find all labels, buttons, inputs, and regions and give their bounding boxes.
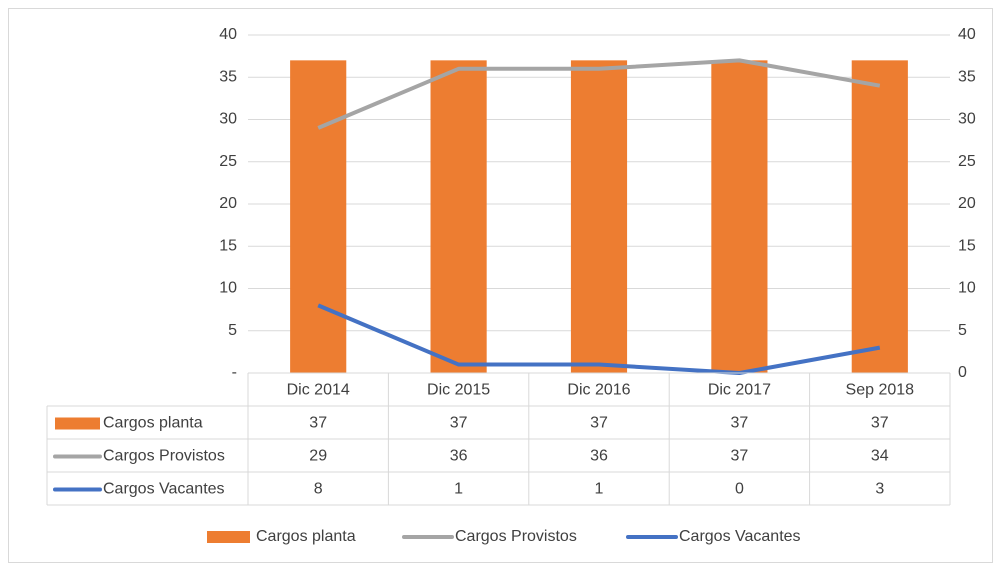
chart-border: [8, 8, 993, 563]
y-tick-label: 25: [219, 153, 237, 170]
table-row-label: Cargos Vacantes: [103, 481, 225, 498]
y2-tick-label: 15: [958, 237, 976, 254]
y-tick-label: 10: [219, 280, 237, 297]
y2-tick-label: 10: [958, 280, 976, 297]
y2-tick-label: 20: [958, 195, 976, 212]
table-cell: 8: [314, 481, 323, 498]
line-series: [317, 303, 881, 375]
y-tick-label: 40: [219, 26, 237, 43]
legend-label: Cargos Vacantes: [679, 528, 801, 545]
y-tick-label: 30: [219, 111, 237, 128]
bar: [851, 60, 908, 373]
table-cell: 37: [309, 415, 327, 432]
y2-tick-label: 35: [958, 68, 976, 85]
table-cell: 3: [875, 481, 884, 498]
line-series: [317, 58, 881, 130]
y2-tick-label: 5: [958, 322, 967, 339]
x-tick-label: Dic 2017: [708, 382, 771, 399]
y-tick-label: 35: [219, 68, 237, 85]
table-cell: 37: [731, 448, 749, 465]
table-cell: 37: [450, 415, 468, 432]
legend-key: [55, 417, 100, 430]
y2-tick-label: 30: [958, 111, 976, 128]
table-cell: 36: [450, 448, 468, 465]
y2-tick-label: 25: [958, 153, 976, 170]
bar: [430, 60, 487, 373]
y-tick-label: 5: [228, 322, 237, 339]
table-cell: 37: [871, 415, 889, 432]
bar: [570, 60, 628, 373]
table-cell: 37: [731, 415, 749, 432]
table-cell: 1: [454, 481, 463, 498]
table-cell: 29: [309, 448, 327, 465]
bar: [711, 60, 768, 373]
table-cell: 36: [590, 448, 608, 465]
table-row-label: Cargos planta: [103, 415, 203, 432]
table-cell: 1: [595, 481, 604, 498]
y-tick-label: 15: [219, 237, 237, 254]
table-cell: 34: [871, 448, 889, 465]
y-tick-label: -: [232, 364, 237, 381]
x-tick-label: Dic 2016: [567, 382, 630, 399]
table-cell: 0: [735, 481, 744, 498]
x-tick-label: Dic 2015: [427, 382, 490, 399]
y2-tick-label: 0: [958, 364, 967, 381]
bar: [290, 60, 347, 373]
legend-key: [207, 531, 250, 543]
y-tick-label: 20: [219, 195, 237, 212]
table-row-label: Cargos Provistos: [103, 448, 225, 465]
y2-tick-label: 40: [958, 26, 976, 43]
legend-label: Cargos planta: [256, 528, 356, 545]
x-tick-label: Dic 2014: [287, 382, 350, 399]
table-cell: 37: [590, 415, 608, 432]
legend-label: Cargos Provistos: [455, 528, 577, 545]
x-tick-label: Sep 2018: [846, 382, 915, 399]
